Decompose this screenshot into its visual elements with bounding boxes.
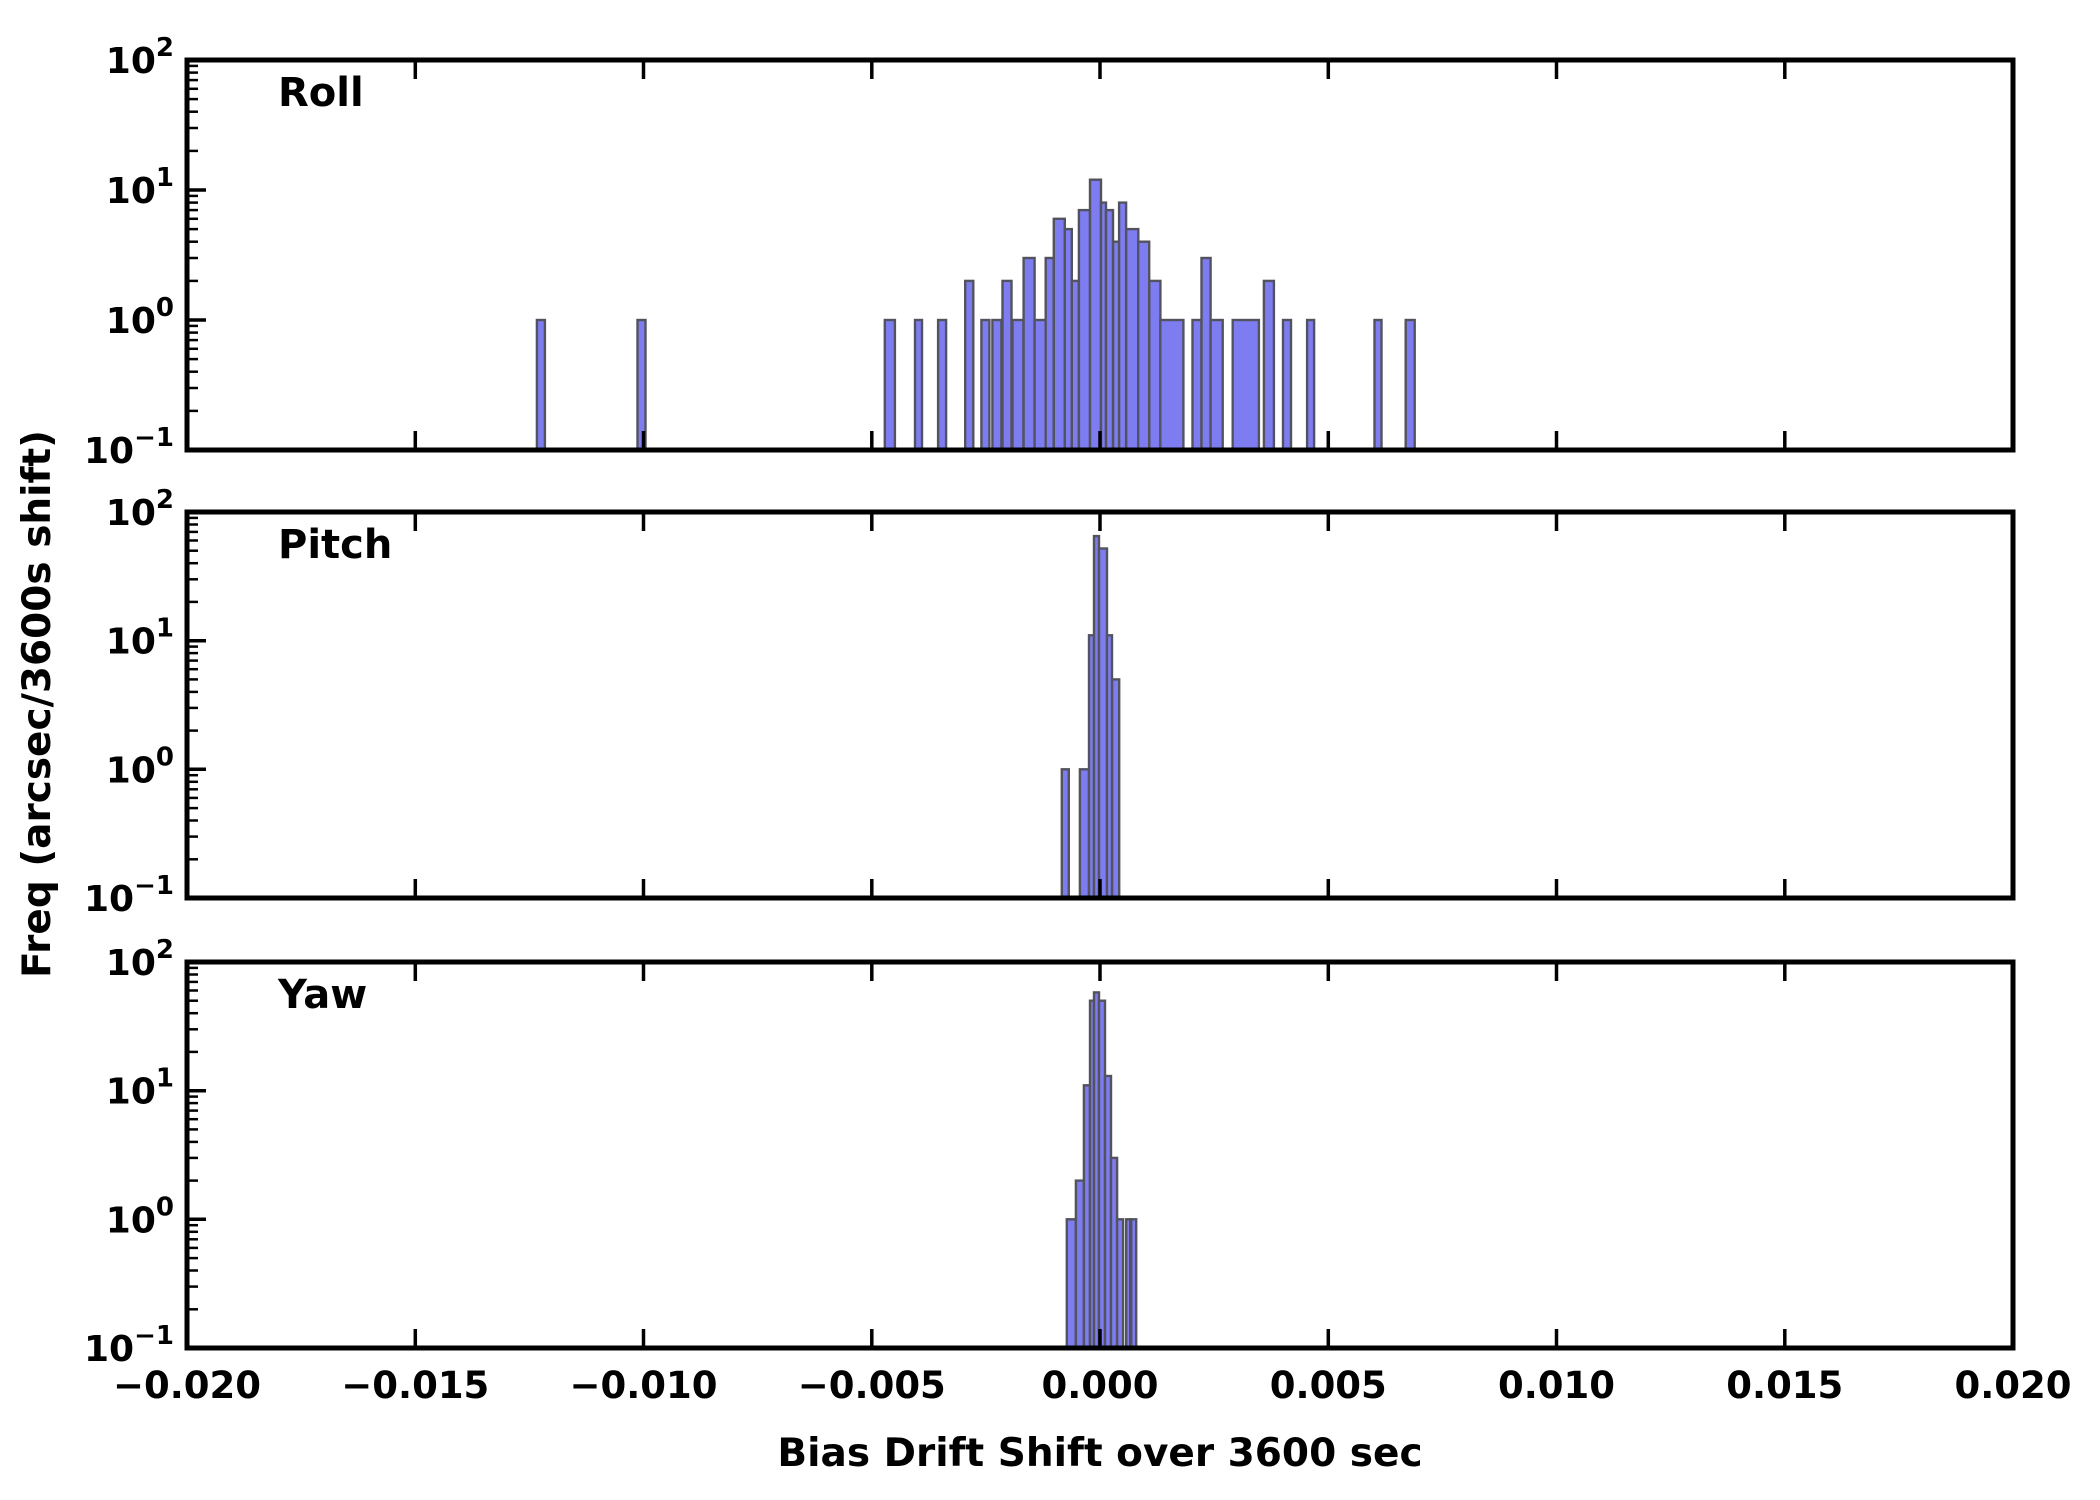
histogram-bar: [1077, 208, 1092, 452]
y-tick-label: 10−1: [84, 423, 174, 472]
y-tick-label: 100: [106, 293, 174, 342]
histogram-bar: [913, 318, 924, 452]
histogram-bar: [1373, 318, 1383, 452]
panel-label-pitch: Pitch: [278, 522, 392, 568]
histogram-bar: [1033, 318, 1047, 452]
x-tick-label: 0.020: [1954, 1364, 2071, 1407]
x-tick-label: 0.000: [1041, 1364, 1158, 1407]
histogram-bar: [1110, 678, 1121, 900]
histogram-bar: [980, 318, 991, 452]
histogram-bar: [1044, 256, 1055, 452]
histogram-bar: [1281, 318, 1293, 452]
histogram-bar: [1011, 318, 1025, 452]
histogram-bar: [636, 318, 647, 452]
histogram-bar: [1129, 1218, 1138, 1350]
y-tick-label: 102: [106, 935, 174, 984]
histogram-bar: [1078, 768, 1091, 900]
y-tick-label: 102: [106, 33, 174, 82]
plot-frame: [184, 959, 2016, 1351]
panel-roll: 10−1 100 101 102: [84, 33, 2016, 472]
histogram-bar: [1191, 318, 1203, 452]
histogram-bar: [535, 318, 547, 452]
y-tick-label: 102: [106, 485, 174, 534]
y-tick-label: 100: [106, 742, 174, 791]
plot-frame: [184, 57, 2016, 453]
y-tick-label: 10−1: [84, 1321, 174, 1370]
histogram-bar: [1262, 279, 1276, 452]
x-tick-label: 0.015: [1726, 1364, 1843, 1407]
histogram-bar: [1065, 1218, 1078, 1350]
histogram-bar: [1209, 318, 1224, 452]
histogram-bar: [1124, 1218, 1132, 1350]
y-tick-label: 101: [106, 163, 174, 212]
x-tick-label: −0.005: [798, 1364, 946, 1407]
y-tick-label: 10−1: [84, 871, 174, 920]
histogram-bar: [1231, 318, 1261, 452]
x-tick-label: −0.020: [113, 1364, 261, 1407]
histogram-bar: [1060, 768, 1071, 900]
panel-label-yaw: Yaw: [277, 972, 367, 1018]
panel-pitch: 10−1 100 101 102: [84, 485, 2016, 920]
y-tick-label: 101: [106, 614, 174, 663]
panel-yaw: 10−1 100 101 102 −0.020 −0.015 −0.010 −0.005 0.0…: [84, 935, 2072, 1407]
x-tick-label: −0.010: [569, 1364, 717, 1407]
x-tick-label: 0.005: [1270, 1364, 1387, 1407]
histogram-bar: [1088, 178, 1103, 452]
histogram-bar: [964, 279, 975, 452]
plot-frame: [184, 509, 2016, 901]
histogram-bar: [1022, 256, 1036, 452]
histogram-bar: [1200, 256, 1212, 452]
panel-label-roll: Roll: [278, 70, 364, 116]
histogram-bar: [883, 318, 897, 452]
histogram-bar: [1052, 217, 1067, 452]
histogram-bar: [991, 318, 1003, 452]
y-axis-label: Freq (arcsec/3600s shift): [15, 430, 60, 978]
histogram-bar: [1404, 318, 1416, 452]
x-tick-label: −0.015: [341, 1364, 489, 1407]
histogram-bar: [1148, 279, 1162, 452]
x-axis-label: Bias Drift Shift over 3600 sec: [777, 1431, 1422, 1476]
y-tick-label: 100: [106, 1192, 174, 1241]
histogram-bar: [1136, 240, 1151, 452]
x-tick-label: 0.010: [1498, 1364, 1615, 1407]
histogram-bar: [936, 318, 948, 452]
histogram-bar: [1124, 227, 1140, 452]
histogram-bar: [1001, 279, 1013, 452]
histogram-bar: [1305, 318, 1316, 452]
histogram-bar: [1159, 318, 1185, 452]
histogram-bar: [1115, 1218, 1125, 1350]
y-tick-label: 101: [106, 1064, 174, 1113]
